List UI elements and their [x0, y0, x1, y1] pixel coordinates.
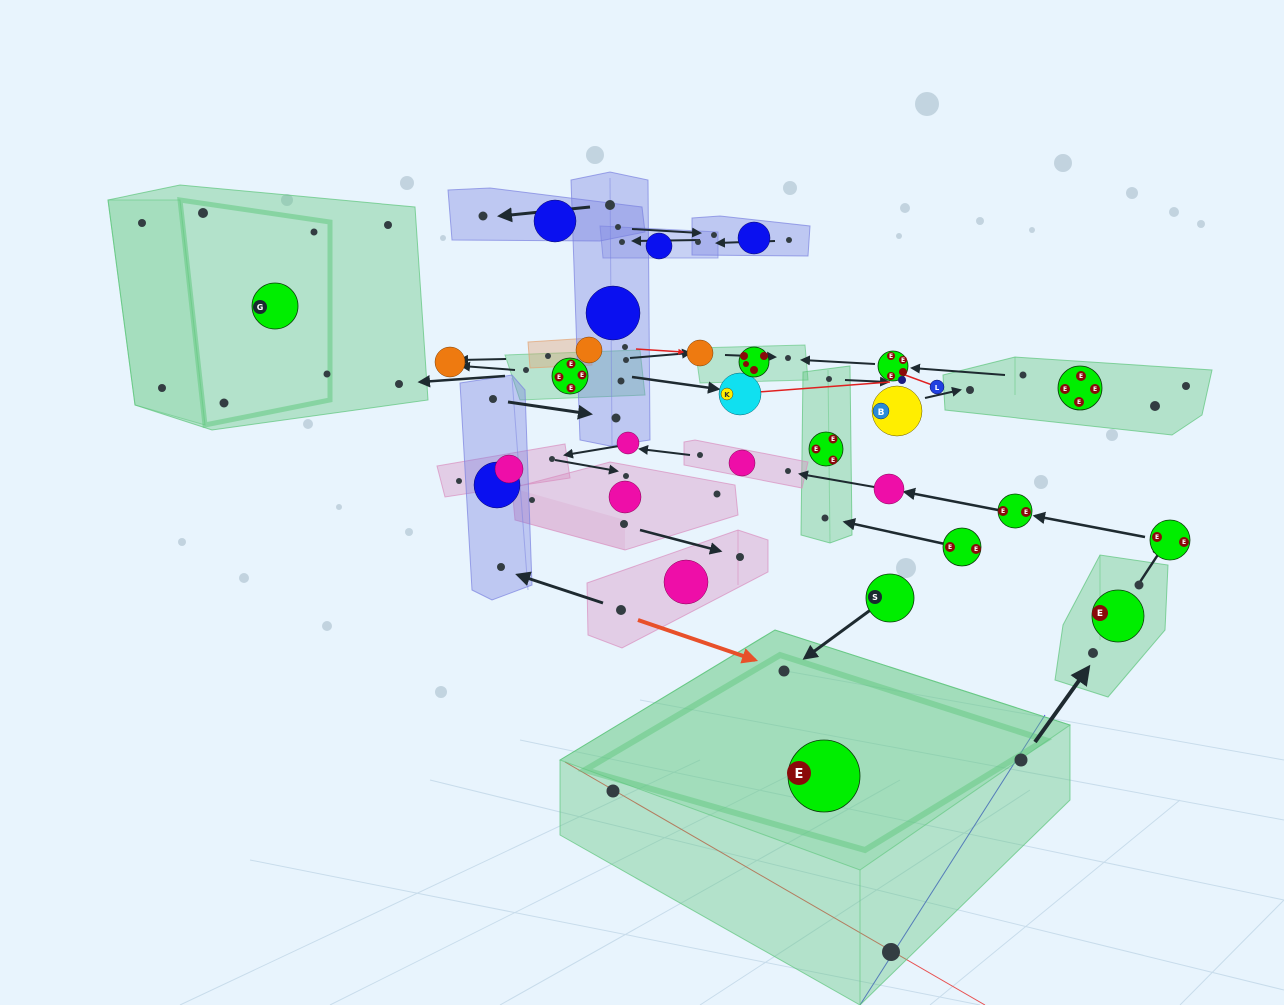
floor-grid [179, 669, 1284, 1005]
axis-x [564, 761, 986, 1005]
svg-text:E: E [974, 546, 978, 553]
badge-b: B [878, 408, 885, 418]
anchor-points [138, 200, 1190, 961]
svg-text:E: E [901, 357, 905, 364]
svg-text:E: E [1001, 508, 1005, 515]
badge-s: S [872, 593, 878, 602]
red-link-2 [757, 381, 891, 393]
orange-spheres[interactable] [434, 336, 714, 378]
svg-text:E: E [889, 353, 893, 360]
orange-arrow [637, 618, 759, 664]
svg-text:E: E [569, 385, 573, 392]
svg-text:E: E [569, 361, 573, 368]
svg-text:E: E [1182, 539, 1186, 546]
badge-e-large: E [795, 767, 804, 782]
svg-text:E: E [889, 373, 893, 380]
background-particles [178, 92, 1205, 698]
svg-text:E: E [831, 457, 835, 464]
sphere-badges: G S E E E E E E E E E E E E E [253, 300, 1189, 785]
badge-k: K [724, 391, 730, 399]
badge-l: L [935, 384, 940, 392]
red-link-1 [635, 348, 685, 355]
connections [417, 205, 1165, 744]
green-floor-box[interactable] [558, 629, 1072, 1005]
svg-text:E: E [580, 372, 584, 379]
svg-text:E: E [1155, 534, 1159, 541]
svg-text:E: E [1077, 399, 1081, 406]
svg-text:E: E [948, 544, 952, 551]
badge-g: G [257, 303, 264, 312]
red-link-3 [904, 374, 936, 387]
svg-text:E: E [1093, 386, 1097, 393]
svg-text:E: E [1097, 609, 1103, 619]
svg-text:E: E [831, 436, 835, 443]
svg-text:E: E [1024, 509, 1028, 516]
svg-text:E: E [1063, 386, 1067, 393]
svg-text:E: E [557, 374, 561, 381]
svg-text:E: E [814, 446, 818, 453]
green-spheres[interactable] [251, 282, 1191, 813]
magenta-spheres[interactable] [494, 431, 905, 605]
cyan-sphere[interactable]: K [718, 372, 762, 416]
yellow-sphere[interactable]: B L [871, 379, 945, 437]
svg-text:E: E [1079, 373, 1083, 380]
